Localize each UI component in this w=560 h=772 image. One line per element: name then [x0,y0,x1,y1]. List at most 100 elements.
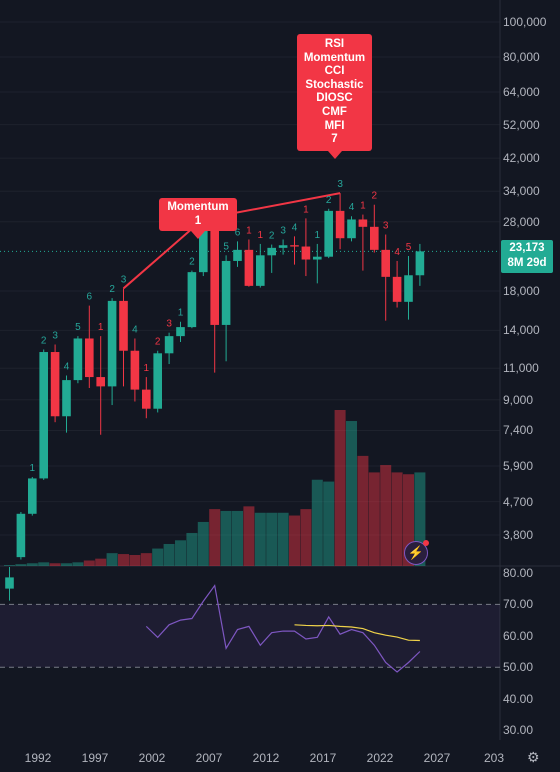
notification-dot [423,540,429,546]
rsi-tick-label: 30.00 [503,723,534,737]
candle-body [176,327,185,337]
rsi-band [0,604,500,668]
candle-body [347,219,356,239]
candle-body [164,336,174,354]
volume-bar [403,474,414,566]
price-grid [0,0,560,740]
rsi-tick-label: 60.00 [503,628,534,643]
price-tick-label: 100,000 [503,15,547,29]
td-count-label: 3 [280,225,286,236]
volume-bars [4,410,426,566]
candle-body [267,247,276,256]
callout-line: Momentum [167,201,229,213]
volume-bar [277,512,289,566]
volume-bar [83,560,95,566]
candlesticks [5,193,425,601]
td-count-label: 4 [292,222,298,233]
time-tick-label: 2012 [252,751,280,765]
volume-bar [61,563,72,566]
time-tick-label: 2022 [366,751,394,765]
volume-bar [186,532,198,566]
candle-body [358,219,368,227]
momentum-callout[interactable]: Momentum 1 [159,198,237,240]
volume-bar [266,512,278,566]
volume-bar [140,553,152,566]
candle-body [404,275,413,302]
candle-body [50,352,60,417]
callout-line: CCI [324,65,345,78]
rsi-tick-label: 50.00 [503,660,534,675]
volume-bar [163,543,175,566]
rsi-tick-label: 40.00 [503,691,534,706]
candle-body [335,210,345,239]
divergence-callout[interactable]: RSI Momentum CCI Stochastic DIOSC CMF MF… [297,34,372,159]
volume-bar [209,509,221,566]
rsi-tick-label: 80.00 [503,566,534,580]
candle-body [256,255,265,286]
td-count-label: 1 [246,225,252,236]
candle-body [313,256,322,260]
td-count-label: 6 [235,227,241,238]
volume-bar [346,421,357,566]
volume-bar [289,515,300,566]
td-count-label: 1 [144,363,150,374]
candle-body [130,350,140,390]
settings-gear-icon[interactable]: ⚙ [527,749,540,765]
volume-bar [334,410,346,566]
time-tick-label: 1992 [24,751,52,765]
volume-bar [118,554,129,566]
candle-body [278,245,288,248]
price-tick-label: 34,000 [503,184,540,199]
time-tick-label: 2007 [195,751,223,765]
volume-bar [391,472,403,566]
callout-line: CMF [322,105,347,118]
time-tick-label: 2002 [138,751,166,765]
candle-body [244,249,254,286]
volume-bar [95,558,107,566]
volume-bar [243,506,255,566]
candle-body [142,389,151,409]
lightning-icon[interactable]: ⚡ [404,540,429,565]
volume-bar [197,521,209,566]
price-tick-label: 42,000 [503,151,540,166]
candle-body [301,246,311,260]
volume-bar [311,479,323,566]
volume-bar [368,472,380,566]
volume-bar [72,562,84,566]
candle-body [62,380,71,417]
td-count-label: 1 [360,201,366,212]
candle-body [324,210,333,257]
td-count-label: 6 [87,292,93,303]
td-count-label: 4 [349,202,355,213]
volume-bar [357,455,369,566]
price-tick-label: 7,400 [503,423,534,438]
candle-body [290,245,299,247]
volume-bar [300,509,312,566]
callout-line: Stochastic [305,78,364,91]
candle-body [187,272,197,328]
candle-body [85,338,94,378]
volume-bar [129,554,141,566]
volume-bar [15,564,27,566]
td-count-label: 4 [132,324,138,335]
candle-body [415,251,425,276]
candle-body [28,478,37,514]
td-count-label: 2 [326,195,332,206]
candle-body [119,300,128,351]
candle-body [199,228,208,273]
volume-bar [220,510,232,566]
callout-line: 1 [194,214,202,227]
td-count-label: 2 [109,284,115,295]
price-tick-label: 80,000 [503,50,540,64]
volume-bar [175,540,186,566]
candle-body [381,249,390,277]
callout-line: RSI [324,38,345,50]
volume-bar [380,465,392,566]
td-count-label: 2 [372,191,378,202]
callout-line: 7 [331,133,338,146]
candle-body [16,513,26,558]
td-count-label: 3 [337,179,343,190]
candle-body [96,377,105,387]
volume-bar [4,565,15,566]
price-tick-label: 14,000 [503,323,540,338]
